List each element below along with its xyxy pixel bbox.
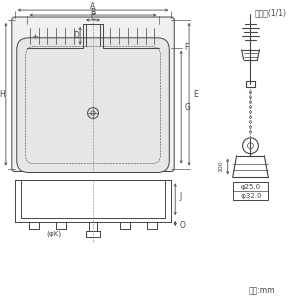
Text: E: E (193, 90, 198, 99)
Text: H: H (0, 90, 5, 99)
Text: A: A (90, 2, 96, 10)
Text: 100: 100 (219, 161, 224, 172)
Text: φ32.0: φ32.0 (239, 193, 262, 199)
Text: D: D (73, 31, 79, 40)
Text: J: J (179, 192, 182, 201)
Text: O: O (179, 221, 185, 230)
FancyBboxPatch shape (17, 38, 169, 172)
Text: F: F (184, 43, 188, 52)
Text: G: G (185, 103, 191, 112)
Text: C: C (90, 13, 96, 22)
Text: ゴム栓(1/1): ゴム栓(1/1) (254, 8, 286, 17)
FancyBboxPatch shape (12, 17, 174, 172)
Text: 単位:mm: 単位:mm (249, 287, 276, 296)
Text: (φK): (φK) (47, 231, 62, 237)
Text: φ25.0: φ25.0 (240, 184, 260, 190)
Text: B: B (91, 8, 96, 16)
Bar (233, 182, 268, 200)
